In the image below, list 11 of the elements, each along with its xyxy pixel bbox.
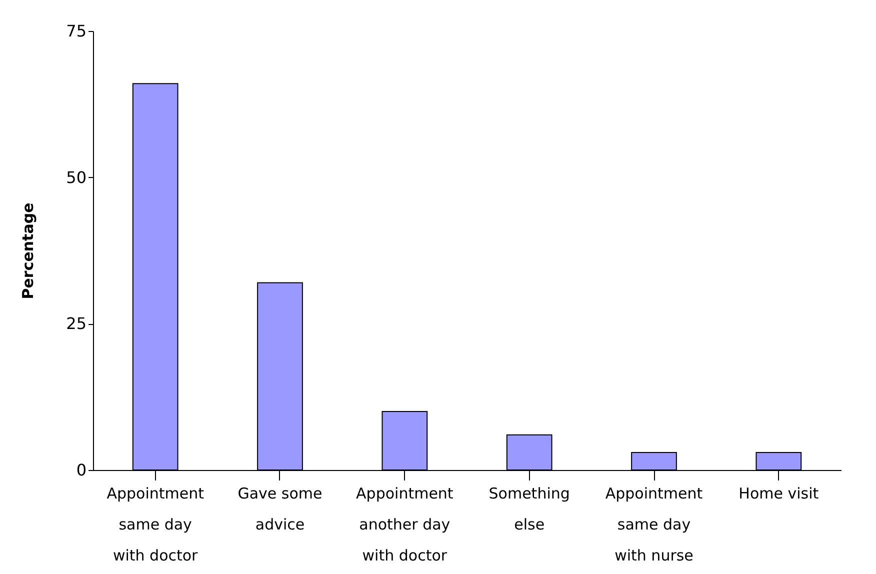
x-tick-label: Gave some advice <box>238 484 322 534</box>
y-tick-label: 50 <box>66 168 86 187</box>
x-tick-label: Appointment same day with doctor <box>106 484 204 564</box>
y-axis-title: Percentage <box>19 202 38 300</box>
y-tick-label: 75 <box>66 22 86 40</box>
x-tick-label: Home visit <box>738 484 819 502</box>
y-tick-label: 25 <box>66 314 86 334</box>
x-tick-label: Appointment another day with doctor <box>356 484 454 564</box>
x-tick-label: Appointment same day with nurse <box>605 484 703 564</box>
y-tick-label: 0 <box>76 460 86 480</box>
x-tick-label: Something else <box>488 484 570 534</box>
